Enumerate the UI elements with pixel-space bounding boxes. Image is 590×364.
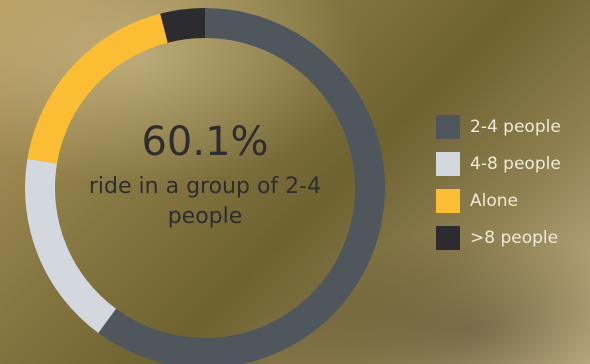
donut-slice-4-8-people	[24, 158, 117, 333]
donut-slice-alone	[27, 13, 168, 164]
legend-item-alone: Alone	[436, 188, 561, 214]
center-percentage: 60.1%	[141, 119, 269, 165]
center-caption: ride in a group of 2-4 people	[88, 174, 322, 229]
chart-legend: 2-4 people 4-8 people Alone >8 people	[436, 114, 561, 262]
legend-item-over-8-people: >8 people	[436, 225, 561, 251]
legend-label: Alone	[470, 191, 518, 211]
donut-slice-8-people	[160, 8, 205, 43]
legend-item-4-8-people: 4-8 people	[436, 151, 561, 177]
legend-label: >8 people	[470, 228, 559, 248]
legend-item-2-4-people: 2-4 people	[436, 114, 561, 140]
legend-swatch	[436, 226, 460, 250]
legend-swatch	[436, 115, 460, 139]
donut-slice-2-4-people	[98, 8, 385, 364]
legend-label: 2-4 people	[470, 117, 561, 137]
legend-swatch	[436, 189, 460, 213]
legend-label: 4-8 people	[470, 154, 561, 174]
legend-swatch	[436, 152, 460, 176]
